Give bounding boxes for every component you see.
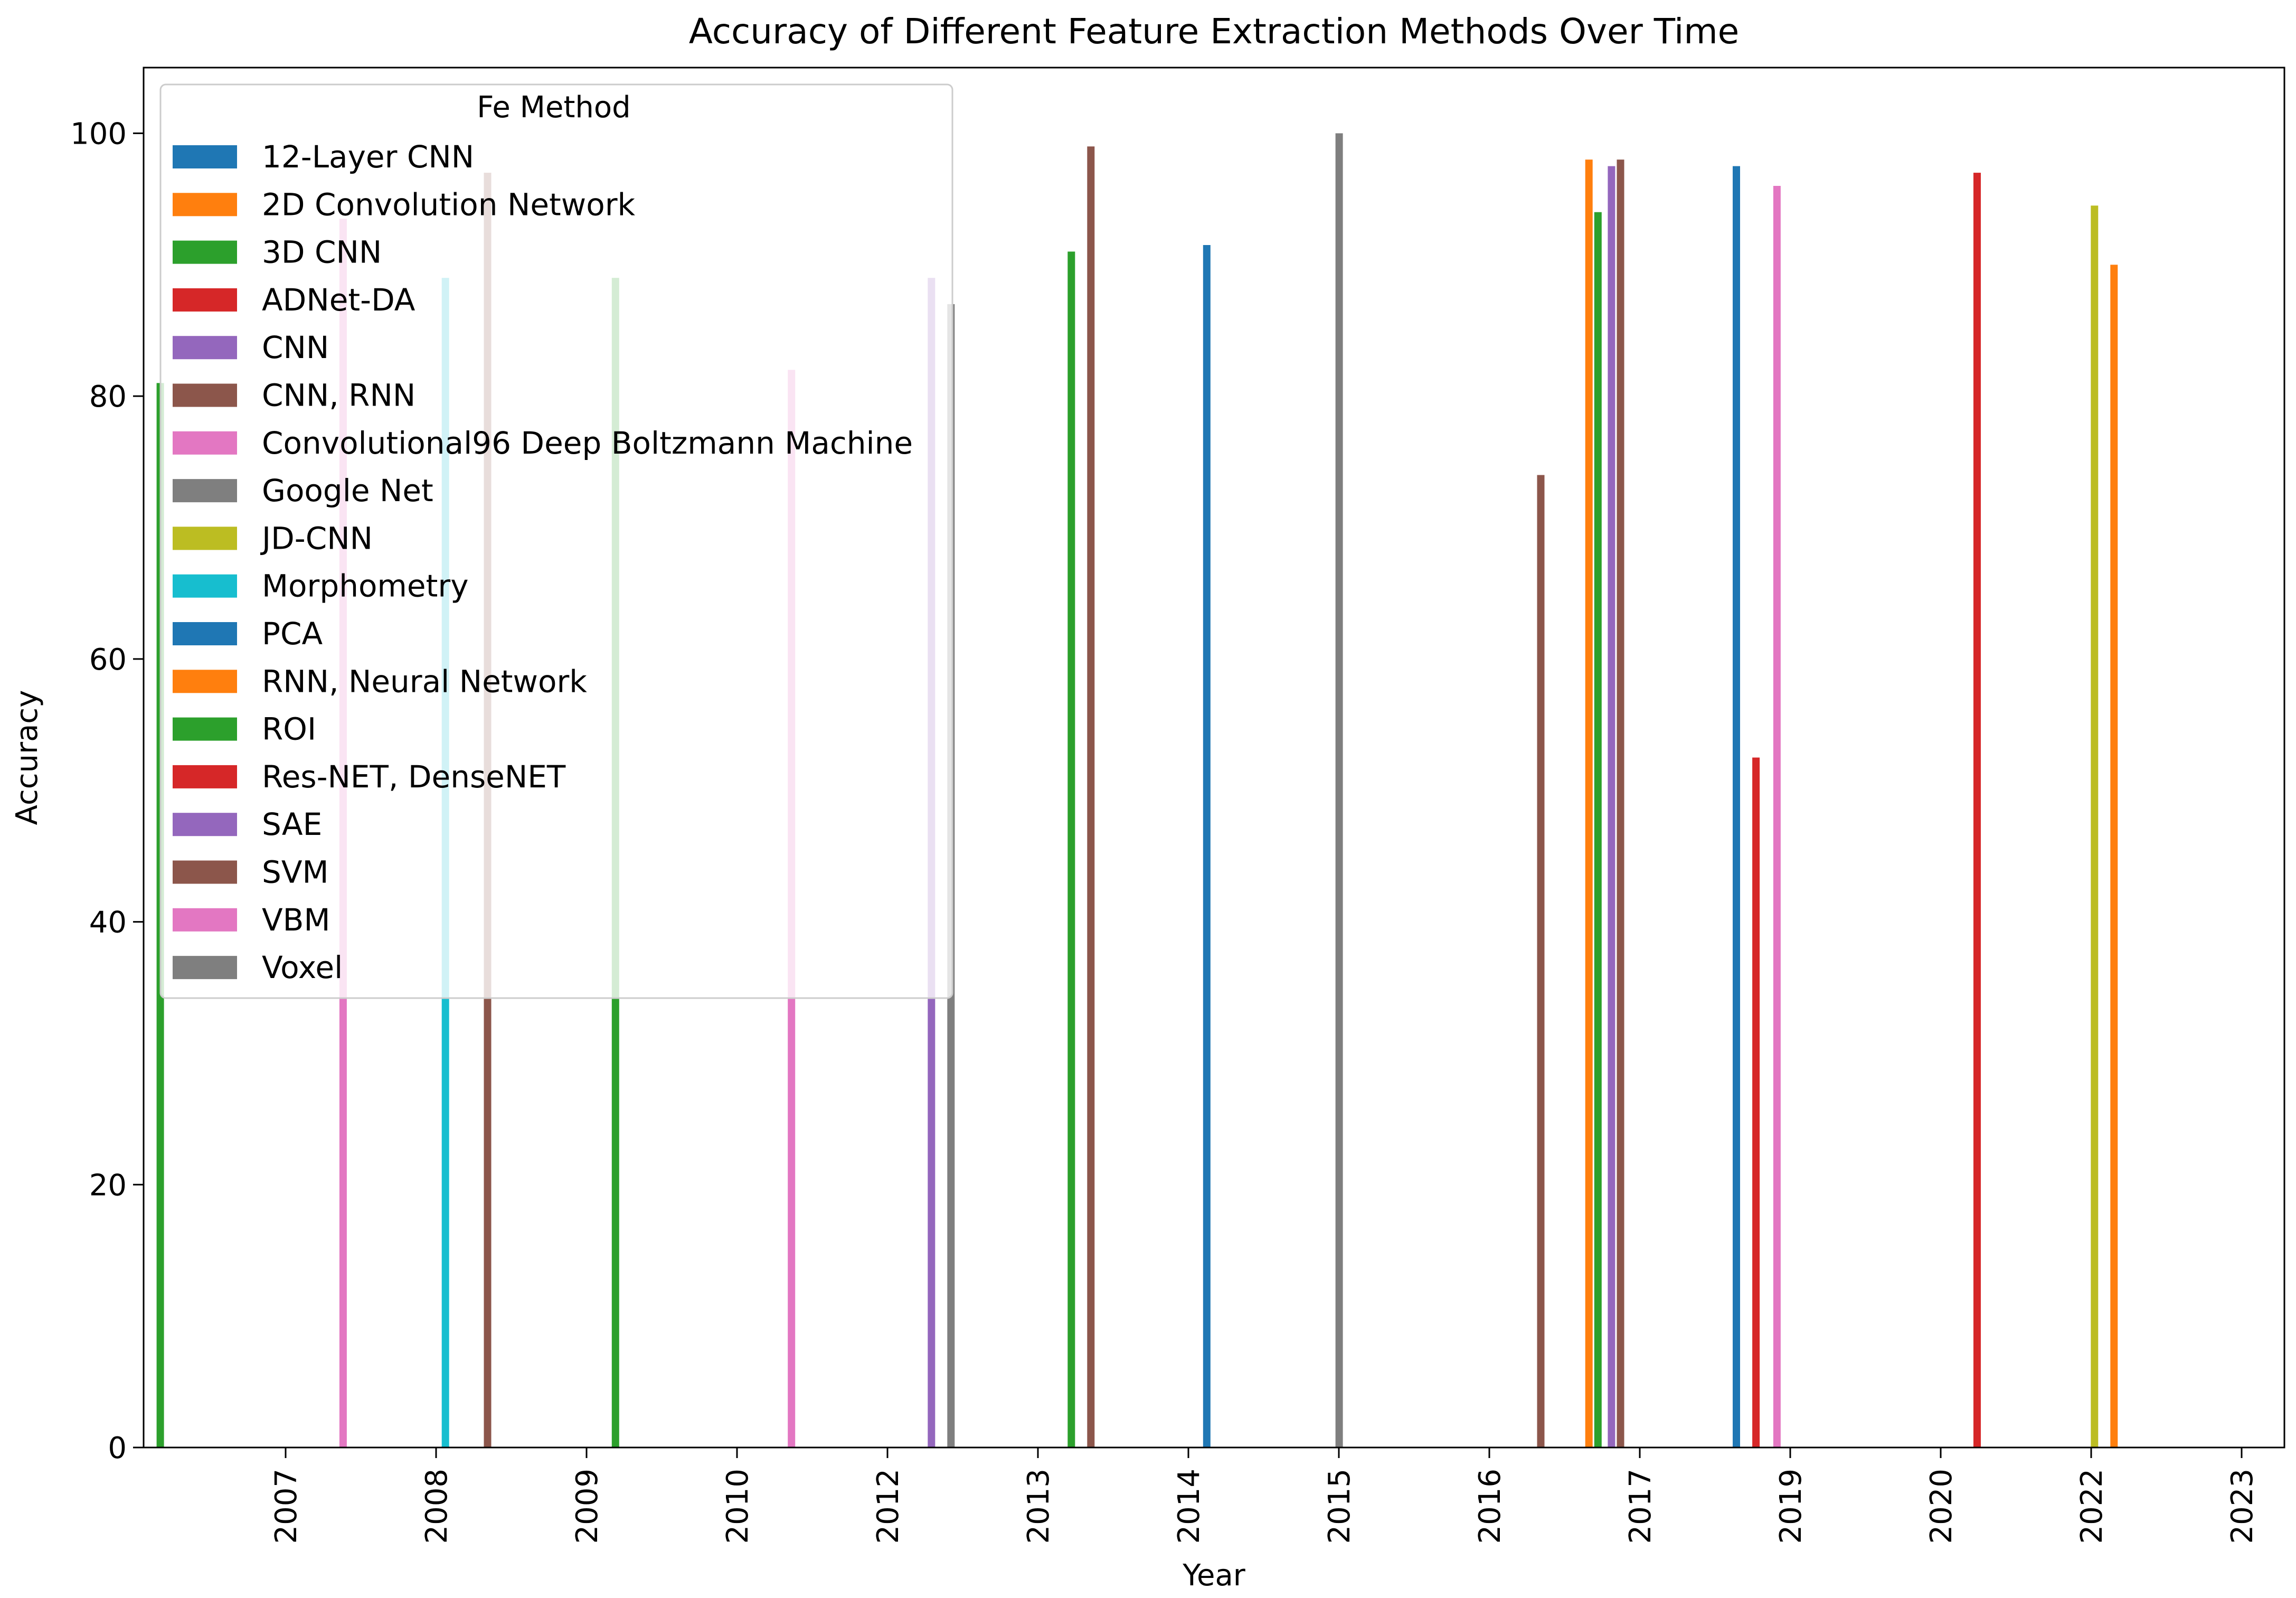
legend-swatch — [173, 813, 237, 836]
legend-label: CNN — [262, 330, 329, 365]
bar-2d-convolution-network-22 — [2110, 265, 2118, 1447]
bar-adnet-da-18 — [1752, 757, 1760, 1447]
bar-convolutional96-deep-boltzmann-machine-19 — [1773, 186, 1781, 1447]
legend-label: SVM — [262, 854, 329, 890]
legend-label: RNN, Neural Network — [262, 663, 587, 699]
legend-swatch — [173, 240, 237, 264]
bar-svm-16 — [1617, 159, 1624, 1448]
legend-swatch — [173, 383, 237, 407]
legend-swatch — [173, 765, 237, 788]
legend-label: 12-Layer CNN — [262, 139, 474, 175]
legend-label: Res-NET, DenseNET — [262, 759, 566, 795]
legend-title: Fe Method — [477, 90, 630, 125]
x-tick-label: 2009 — [570, 1469, 604, 1544]
y-axis-label: Accuracy — [10, 690, 44, 825]
y-tick-label: 60 — [89, 643, 127, 677]
x-tick-label: 2023 — [2225, 1469, 2260, 1544]
y-tick-label: 80 — [89, 380, 127, 414]
y-tick-label: 100 — [70, 117, 127, 151]
legend-label: Morphometry — [262, 568, 469, 604]
legend-label: 2D Convolution Network — [262, 186, 636, 222]
bar-12-layer-cnn-17 — [1733, 166, 1740, 1447]
legend-label: JD-CNN — [260, 520, 373, 556]
x-tick-label: 2016 — [1473, 1469, 1507, 1544]
legend-swatch — [173, 908, 237, 932]
text-layer: 0 20 40 60 80 100 2007 2008 2009 2010 2012 2013 2014… — [10, 11, 2260, 1593]
x-tick-label: 2017 — [1623, 1469, 1658, 1544]
legend-swatch — [173, 622, 237, 645]
legend-swatch — [173, 336, 237, 360]
x-tick-label: 2007 — [269, 1469, 304, 1544]
bar-pca-10 — [1203, 245, 1211, 1447]
bar-cnn-rnn-9 — [1087, 146, 1095, 1447]
legend-label: VBM — [262, 902, 330, 938]
legend-swatch — [173, 479, 237, 503]
legend-swatch — [173, 860, 237, 884]
legend-label: PCA — [262, 616, 323, 652]
legend-swatch — [173, 431, 237, 455]
bar-jd-cnn-21 — [2091, 205, 2099, 1447]
legend-swatch — [173, 717, 237, 741]
y-tick-label: 20 — [89, 1168, 127, 1202]
x-tick-label: 2012 — [871, 1469, 905, 1544]
x-axis-label: Year — [1182, 1558, 1246, 1593]
legend-label: Convolutional96 Deep Boltzmann Machine — [262, 425, 913, 461]
bar-sae-15 — [1608, 166, 1615, 1447]
legend-swatch — [173, 956, 237, 980]
legend-swatch — [173, 574, 237, 598]
legend-swatch — [173, 670, 237, 693]
legend-swatch — [173, 527, 237, 550]
y-tick-label: 40 — [89, 906, 127, 940]
bar-rnn-neural-network-13 — [1585, 159, 1593, 1448]
legend-label: Google Net — [262, 473, 433, 509]
legend-label: SAE — [262, 806, 322, 842]
legend-swatch — [173, 288, 237, 312]
bar-google-net-11 — [1335, 133, 1343, 1448]
x-tick-label: 2020 — [1924, 1469, 1959, 1544]
bar-3d-cnn-8 — [1067, 251, 1075, 1448]
legend-label: Voxel — [262, 950, 343, 985]
x-tick-label: 2013 — [1022, 1469, 1056, 1544]
bar-res-net-densenet-20 — [1973, 173, 1981, 1447]
x-tick-label: 2019 — [1774, 1469, 1808, 1544]
legend-swatch — [173, 145, 237, 168]
legend-label: ROI — [262, 711, 316, 747]
legend-label: 3D CNN — [262, 234, 382, 270]
x-tick-label: 2022 — [2075, 1469, 2109, 1544]
x-tick-label: 2010 — [721, 1469, 755, 1544]
legend-label: ADNet-DA — [262, 282, 415, 318]
bar-roi-14 — [1594, 212, 1602, 1448]
x-tick-label: 2015 — [1322, 1469, 1357, 1544]
y-tick-label: 0 — [108, 1431, 127, 1465]
bar-cnn-rnn-12 — [1537, 475, 1545, 1447]
x-tick-label: 2014 — [1172, 1469, 1206, 1544]
plot-frame — [143, 67, 2285, 1449]
x-tick-label: 2008 — [420, 1469, 454, 1544]
legend-swatch — [173, 193, 237, 217]
chart-title: Accuracy of Different Feature Extraction… — [689, 11, 1740, 52]
axes-layer — [133, 67, 2285, 1458]
legend-label: CNN, RNN — [262, 378, 415, 413]
legend-box — [159, 83, 953, 999]
